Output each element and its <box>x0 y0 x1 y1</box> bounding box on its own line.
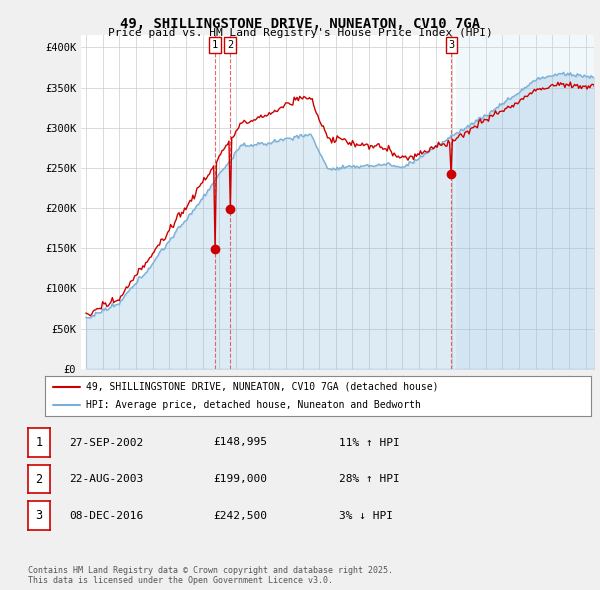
Text: 2: 2 <box>35 473 43 486</box>
Text: £199,000: £199,000 <box>213 474 267 484</box>
Text: £148,995: £148,995 <box>213 438 267 447</box>
Text: Price paid vs. HM Land Registry's House Price Index (HPI): Price paid vs. HM Land Registry's House … <box>107 28 493 38</box>
Text: 2: 2 <box>227 40 233 50</box>
Text: 28% ↑ HPI: 28% ↑ HPI <box>339 474 400 484</box>
Text: 11% ↑ HPI: 11% ↑ HPI <box>339 438 400 447</box>
Text: HPI: Average price, detached house, Nuneaton and Bedworth: HPI: Average price, detached house, Nune… <box>86 400 421 410</box>
Text: 3% ↓ HPI: 3% ↓ HPI <box>339 511 393 520</box>
Text: 49, SHILLINGSTONE DRIVE, NUNEATON, CV10 7GA (detached house): 49, SHILLINGSTONE DRIVE, NUNEATON, CV10 … <box>86 382 439 392</box>
Bar <box>456 35 594 369</box>
Text: 1: 1 <box>212 40 218 50</box>
Text: £242,500: £242,500 <box>213 511 267 520</box>
Text: 27-SEP-2002: 27-SEP-2002 <box>69 438 143 447</box>
Text: 3: 3 <box>35 509 43 522</box>
Text: 22-AUG-2003: 22-AUG-2003 <box>69 474 143 484</box>
Text: Contains HM Land Registry data © Crown copyright and database right 2025.
This d: Contains HM Land Registry data © Crown c… <box>28 566 392 585</box>
Text: 08-DEC-2016: 08-DEC-2016 <box>69 511 143 520</box>
Text: 1: 1 <box>35 436 43 449</box>
Text: 3: 3 <box>448 40 454 50</box>
Text: 49, SHILLINGSTONE DRIVE, NUNEATON, CV10 7GA: 49, SHILLINGSTONE DRIVE, NUNEATON, CV10 … <box>120 17 480 31</box>
